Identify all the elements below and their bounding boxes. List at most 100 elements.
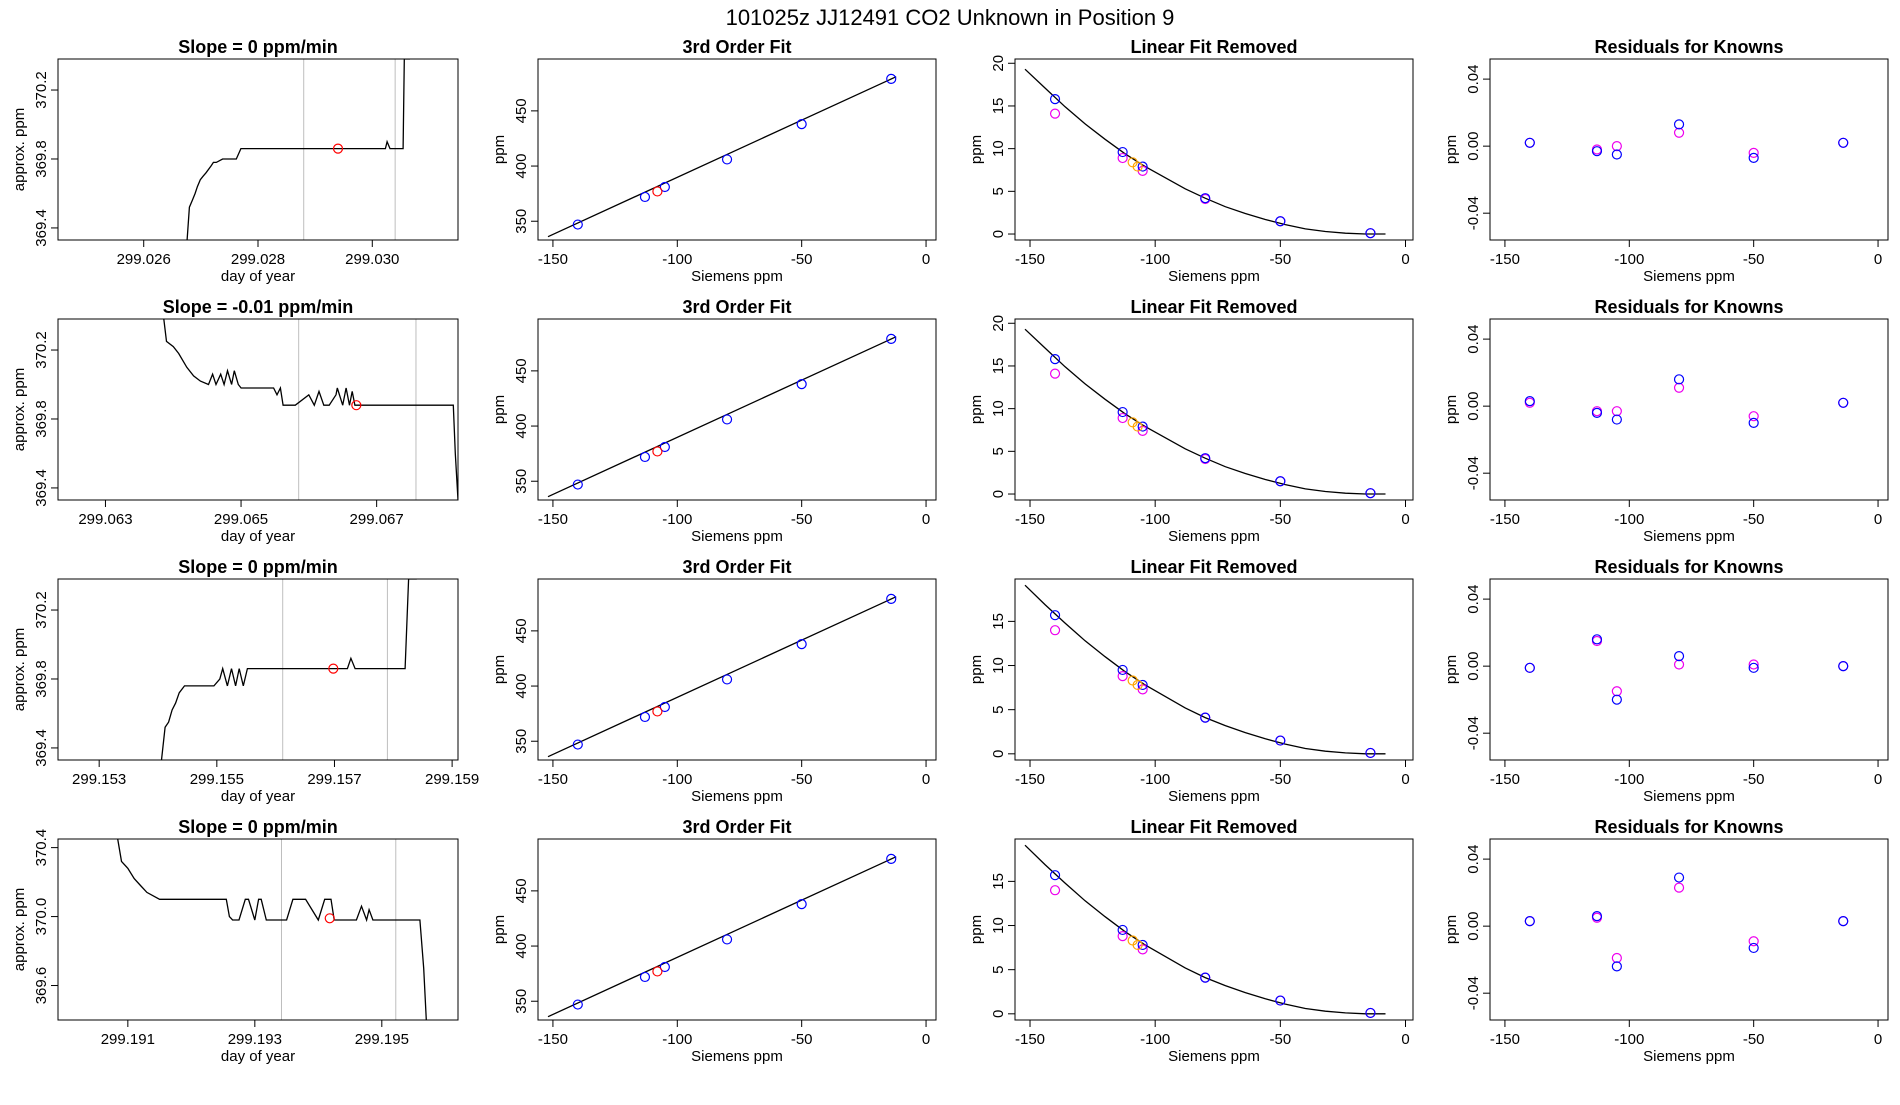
residual-point xyxy=(1591,910,1603,922)
axes-frame xyxy=(537,318,937,501)
known-assigned-point xyxy=(1117,152,1128,164)
x-tick-label: -50 xyxy=(791,771,813,788)
plot-area xyxy=(1524,872,1849,972)
panel-trace: Slope = -0.01 ppm/min 299.063 299.065 299.0… xyxy=(11,297,459,545)
plot-area xyxy=(1524,119,1849,163)
analyzer-trace-line xyxy=(163,319,458,500)
panel-fit: 3rd Order Fit -150 -100 -50 0 350 400 450 Siemen… xyxy=(491,817,937,1065)
y-axis-label: ppm xyxy=(1443,915,1460,944)
y-tick-label: 5 xyxy=(990,447,1007,455)
x-tick-label: 0 xyxy=(1401,771,1409,788)
y-axis-label: approx. ppm xyxy=(11,628,28,711)
x-axis-label: day of year xyxy=(221,1048,295,1065)
known-standard-point xyxy=(572,999,583,1010)
unknown-sample-point xyxy=(652,186,663,197)
panel-title: 3rd Order Fit xyxy=(682,557,791,577)
residual-point-secondary xyxy=(1611,406,1622,417)
panel-trace: Slope = 0 ppm/min 299.026 299.028 299.030 36… xyxy=(11,37,459,285)
x-tick-label: -50 xyxy=(1269,771,1291,788)
x-tick-label: -50 xyxy=(1743,511,1765,528)
residual-point-secondary xyxy=(1611,141,1622,152)
known-measured-point xyxy=(1365,228,1376,239)
y-tick-label: 400 xyxy=(513,154,530,179)
panel-title: 3rd Order Fit xyxy=(682,297,791,317)
x-tick-label: -150 xyxy=(1490,511,1520,528)
y-tick-label: 10 xyxy=(990,400,1007,417)
x-axis-label: Siemens ppm xyxy=(1168,1048,1260,1065)
y-tick-label: 0.04 xyxy=(1465,585,1482,614)
y-tick-label: 10 xyxy=(990,140,1007,157)
x-tick-label: -100 xyxy=(662,251,692,268)
x-tick-label: 299.065 xyxy=(214,511,268,528)
x-tick-label: -100 xyxy=(1614,771,1644,788)
panel-title: Slope = -0.01 ppm/min xyxy=(163,297,354,317)
x-axis-label: Siemens ppm xyxy=(1168,528,1260,545)
residual-point-secondary xyxy=(1611,952,1622,964)
y-tick-label: 450 xyxy=(513,878,530,903)
x-axis-label: Siemens ppm xyxy=(691,1048,783,1065)
y-axis-label: ppm xyxy=(491,395,508,424)
y-tick-label: 0.00 xyxy=(1465,132,1482,161)
panel-title: Linear Fit Removed xyxy=(1130,297,1297,317)
x-tick-label: 299.067 xyxy=(350,511,404,528)
residual-point xyxy=(1591,407,1603,418)
residual-point-secondary xyxy=(1673,127,1685,138)
residual-point xyxy=(1611,149,1622,160)
y-tick-label: 20 xyxy=(990,315,1007,332)
y-axis-label: approx. ppm xyxy=(11,368,28,451)
x-tick-label: -100 xyxy=(1614,511,1644,528)
y-tick-label: 450 xyxy=(513,98,530,123)
known-assigned-point xyxy=(1049,885,1061,896)
known-standard-point xyxy=(639,451,651,463)
x-tick-label: -150 xyxy=(538,511,568,528)
panel-fit: 3rd Order Fit -150 -100 -50 0 350 400 450 Siemen… xyxy=(491,37,937,285)
panel-residuals: Residuals for Knowns -150 -100 -50 0 -0.04 0.0… xyxy=(1443,37,1889,285)
residual-point xyxy=(1611,414,1622,425)
x-tick-label: -50 xyxy=(1743,251,1765,268)
known-standard-point xyxy=(659,441,670,453)
axes-frame xyxy=(57,838,459,1021)
known-measured-point xyxy=(1200,453,1211,464)
y-tick-label: 5 xyxy=(990,706,1007,714)
axes-frame xyxy=(1489,58,1889,241)
residual-point-secondary xyxy=(1748,147,1759,158)
panel-title: Slope = 0 ppm/min xyxy=(178,37,338,57)
x-tick-label: 299.153 xyxy=(72,771,126,788)
plot-area xyxy=(1024,584,1386,759)
known-standard-point xyxy=(796,119,807,130)
y-tick-label: 369.8 xyxy=(33,660,50,698)
curvature-line xyxy=(1024,844,1386,1015)
residual-point xyxy=(1748,942,1759,954)
residual-point-secondary xyxy=(1611,686,1622,697)
residual-point xyxy=(1591,634,1603,645)
known-standard-point xyxy=(721,674,733,685)
x-tick-label: -50 xyxy=(1269,511,1291,528)
known-assigned-point xyxy=(1049,108,1061,119)
y-tick-label: 0.00 xyxy=(1465,392,1482,421)
plot-area xyxy=(547,73,897,238)
unknown-sample-point xyxy=(652,446,663,457)
known-measured-point xyxy=(1137,421,1148,432)
known-standard-point xyxy=(639,191,651,203)
y-tick-label: 350 xyxy=(513,729,530,754)
residual-point xyxy=(1748,662,1759,673)
residual-point xyxy=(1748,152,1759,163)
residual-point-secondary xyxy=(1673,659,1685,670)
plot-area xyxy=(547,333,897,498)
residual-point xyxy=(1838,661,1849,672)
y-axis-label: approx. ppm xyxy=(11,888,28,971)
unknown-sample-point xyxy=(652,706,663,717)
known-measured-point xyxy=(1275,476,1286,487)
known-measured-point xyxy=(1200,193,1211,204)
x-tick-label: 299.157 xyxy=(307,771,361,788)
plot-area xyxy=(547,853,897,1018)
y-axis-label: ppm xyxy=(491,135,508,164)
residual-point xyxy=(1673,872,1685,883)
panel-residuals: Residuals for Knowns -150 -100 -50 0 -0.04 0.0… xyxy=(1443,557,1889,805)
x-tick-label: -150 xyxy=(1490,251,1520,268)
known-measured-point xyxy=(1117,664,1128,676)
y-axis-label: approx. ppm xyxy=(11,108,28,191)
y-tick-label: 0.04 xyxy=(1465,65,1482,94)
panel-title: 3rd Order Fit xyxy=(682,817,791,837)
